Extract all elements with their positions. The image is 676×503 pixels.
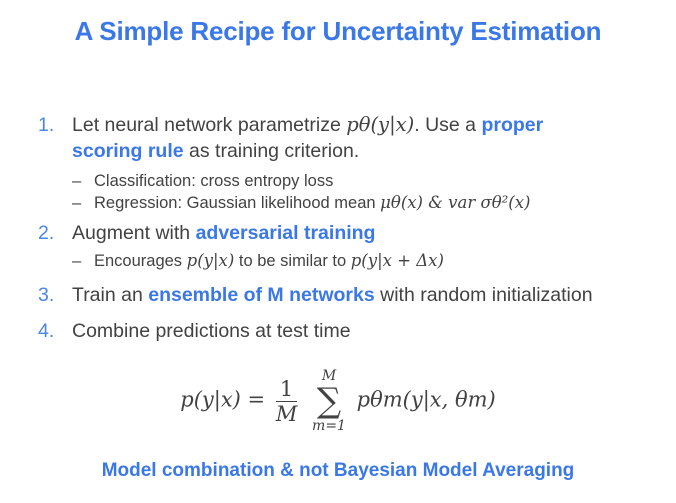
math-expression: μθ(x) & var σθ²(x) xyxy=(380,193,531,212)
sub-item: – Classification: cross entropy loss xyxy=(72,170,658,192)
highlight-text: adversarial training xyxy=(195,222,376,244)
highlight-text: scoring rule xyxy=(72,140,184,162)
sub-item-text: to be similar to xyxy=(234,252,351,270)
math-expression: p(y|x + Δx) xyxy=(350,251,444,270)
item-text: Combine predictions at test time xyxy=(72,320,351,342)
item-body: Augment with adversarial training xyxy=(72,220,658,246)
sub-item: – Encourages p(y|x) to be similar to p(y… xyxy=(72,250,658,272)
list-item-2: 2. Augment with adversarial training xyxy=(38,220,658,246)
item-body: Train an ensemble of M networks with ran… xyxy=(72,282,658,308)
dash-bullet: – xyxy=(72,252,82,270)
sum-symbol: ∑ xyxy=(316,381,342,421)
sum-lower-limit: m=1 xyxy=(312,418,346,434)
highlight-text: ensemble of M networks xyxy=(148,284,375,306)
formula-lhs: p(y|x) = xyxy=(180,387,266,412)
item-number: 3. xyxy=(38,284,55,306)
highlight-text: proper xyxy=(481,114,544,136)
item-text: . Use a xyxy=(414,114,482,136)
sub-item-text: Classification: cross entropy loss xyxy=(94,172,334,190)
footer-note: Model combination & not Bayesian Model A… xyxy=(101,460,575,481)
item-text: Train an xyxy=(72,284,149,306)
item-text: as training criterion. xyxy=(183,140,360,162)
item-text: Augment with xyxy=(72,222,196,244)
item-text: Let neural network parametrize xyxy=(72,114,347,136)
sub-item: – Regression: Gaussian likelihood mean μ… xyxy=(72,192,658,214)
sum-upper-limit: M xyxy=(321,368,337,384)
fraction: 1 M xyxy=(275,377,298,426)
item-number: 1. xyxy=(38,114,55,136)
item-number: 4. xyxy=(38,320,55,342)
dash-bullet: – xyxy=(72,172,82,190)
list-item-4: 4. Combine predictions at test time xyxy=(38,318,658,344)
item-body: Combine predictions at test time xyxy=(72,318,658,344)
slide-title: A Simple Recipe for Uncertainty Estimati… xyxy=(74,16,602,46)
sub-item-text: Encourages xyxy=(94,252,187,270)
item-body: Let neural network parametrize pθ(y|x). … xyxy=(72,112,658,164)
ensemble-formula: p(y|x) = 1 M M ∑ m=1 pθm(y|x, θm) xyxy=(0,368,676,434)
dash-bullet: – xyxy=(72,194,82,212)
math-expression: pθ(y|x) xyxy=(346,113,415,136)
formula-rhs: pθm(y|x, θm) xyxy=(356,387,496,412)
item-number: 2. xyxy=(38,222,55,244)
sub-item-text: Regression: Gaussian likelihood mean xyxy=(94,194,381,212)
item-text: with random initialization xyxy=(374,284,593,306)
math-expression: p(y|x) xyxy=(186,251,235,270)
fraction-numerator: 1 xyxy=(275,377,298,402)
recipe-list: 1. Let neural network parametrize pθ(y|x… xyxy=(38,112,658,344)
list-item-1: 1. Let neural network parametrize pθ(y|x… xyxy=(38,112,658,164)
fraction-denominator: M xyxy=(275,401,298,426)
list-item-3: 3. Train an ensemble of M networks with … xyxy=(38,282,658,308)
summation: M ∑ m=1 xyxy=(312,368,346,434)
